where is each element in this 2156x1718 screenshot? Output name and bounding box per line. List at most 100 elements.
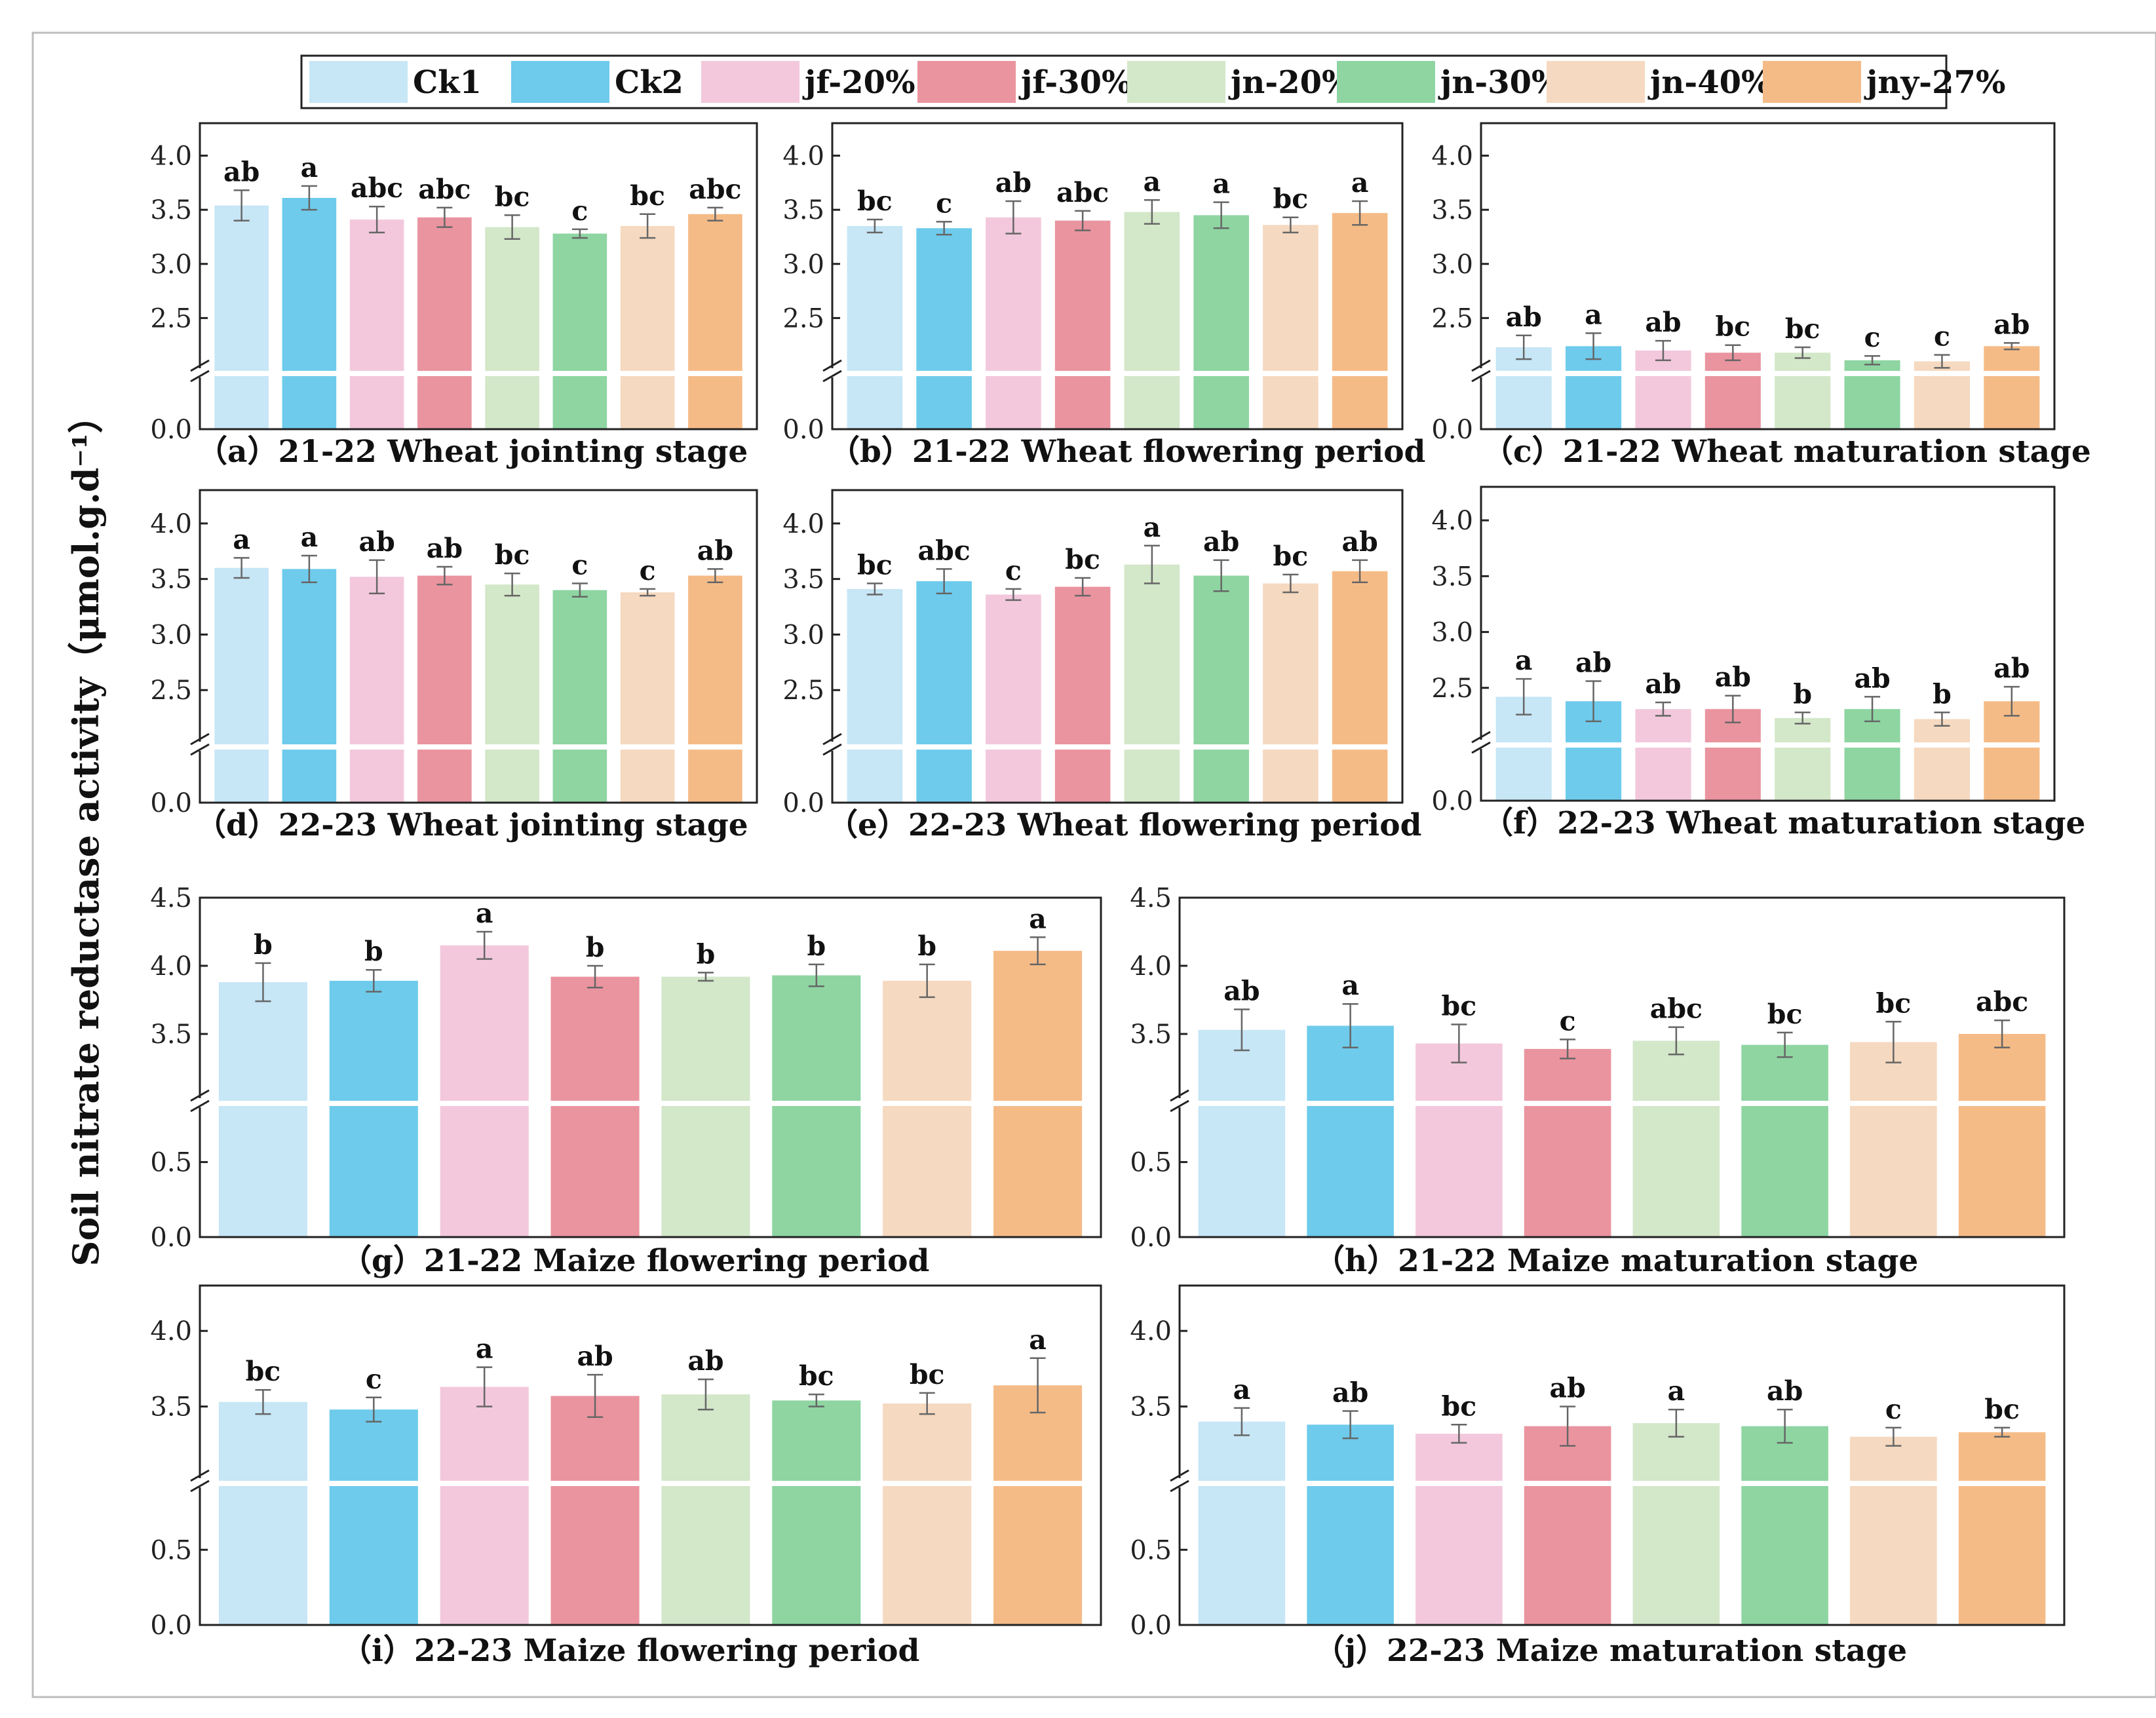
bar [1775,353,1831,429]
axis-break-slash [1471,741,1491,754]
axis-break-mark [1471,359,1491,383]
y-tick-label: 3.5 [1130,1020,1172,1050]
significance-letter: abc [918,535,971,566]
bar [552,590,607,803]
bar [772,975,861,1237]
bar [329,980,418,1237]
significance-letter: c [571,195,588,227]
significance-letter: bc [630,180,665,212]
error-bar [1934,712,1950,727]
axis-break-slash [190,1479,210,1493]
significance-letter: abc [418,174,471,205]
significance-letter: a [1029,903,1047,934]
bar [282,569,337,803]
axis-break-band [201,1101,1100,1106]
error-bar [1934,354,1950,369]
legend-item: jn-20% [1127,61,1352,103]
y-tick-label: 4.0 [1431,142,1473,172]
y-tick-label: 0.0 [782,788,824,818]
error-bar [919,963,935,999]
y-tick-label: 3.0 [1431,250,1473,280]
panel-caption: （i）22-23 Maize flowering period [341,1633,919,1669]
bar [1844,360,1900,429]
error-bar [1794,346,1811,359]
axis-break-mark [190,1089,210,1113]
y-tick-label: 4.0 [782,142,824,172]
significance-letter: ab [1715,662,1751,693]
axis-break-slash [1471,731,1491,744]
significance-letter: c [1560,1005,1576,1037]
error-bar [1668,1026,1684,1056]
bar [1415,1043,1503,1237]
bar [349,220,404,429]
y-tick-label: 0.5 [1130,1535,1172,1565]
error-bar [808,963,824,987]
error-bar [233,189,250,221]
error-bar [1144,199,1160,225]
legend-swatch [701,61,799,103]
y-tick-label: 0.0 [1431,415,1473,445]
figure-frame [31,31,2156,1698]
axis-break-slash [190,1469,210,1482]
error-bar [1885,1021,1902,1063]
error-bar [369,205,385,234]
bar [485,584,539,803]
bar [620,225,675,429]
legend-item: jf-20% [701,61,915,103]
axis-break-slash [190,1089,210,1102]
axis-break-slash [1471,370,1491,383]
significance-letter: bc [1273,541,1309,572]
error-bar [1030,936,1046,966]
significance-letter: abc [1976,986,2028,1018]
y-tick-label: 3.0 [782,250,824,280]
bar [986,594,1041,803]
bar [661,1394,750,1625]
bar [218,982,307,1237]
significance-letter: ab [1575,647,1611,679]
y-tick-label: 3.5 [1431,562,1473,592]
error-bar [1585,332,1602,360]
significance-letter: ab [1223,976,1260,1007]
significance-letter: abc [1056,177,1109,208]
legend-swatch [1337,61,1435,103]
bar [916,581,972,803]
y-tick-label: 2.5 [782,676,824,706]
bar [661,976,750,1237]
error-bar [808,1393,824,1407]
error-bar [640,588,656,597]
error-bar [1005,588,1022,601]
y-tick-label: 0.0 [1130,1611,1172,1641]
y-tick-label: 0.0 [150,415,192,445]
axis-break-gap [823,742,841,751]
bar [440,945,529,1237]
error-bar [866,218,883,234]
bar [550,976,640,1237]
axis-break-band [201,744,756,750]
bar [620,592,675,803]
y-tick-label: 4.0 [150,1316,192,1346]
y-tick-label: 3.5 [1130,1392,1172,1422]
significance-letter: c [1864,322,1881,353]
axis-break-band [1482,371,2053,376]
error-bar [301,554,317,583]
significance-letter: bc [1767,999,1803,1030]
significance-letter: bc [1785,313,1820,345]
bar [1124,212,1180,429]
y-tick-label: 3.5 [1431,195,1473,225]
error-bar [366,968,382,993]
error-bar [1585,680,1602,723]
error-bar [866,582,883,596]
panel-caption: （b）21-22 Wheat flowering period [829,434,1425,470]
significance-letter: c [366,1364,382,1395]
bar [1635,350,1691,429]
error-bar [1994,1426,2011,1438]
y-tick-label: 4.0 [782,509,824,539]
y-tick-label: 0.0 [1431,786,1473,816]
axis-break-band [1181,1481,2063,1486]
plot-frame [831,122,1404,430]
significance-letter: a [1668,1375,1685,1407]
error-bar [1516,678,1532,716]
error-bar [936,568,952,594]
bar [1524,1426,1611,1625]
